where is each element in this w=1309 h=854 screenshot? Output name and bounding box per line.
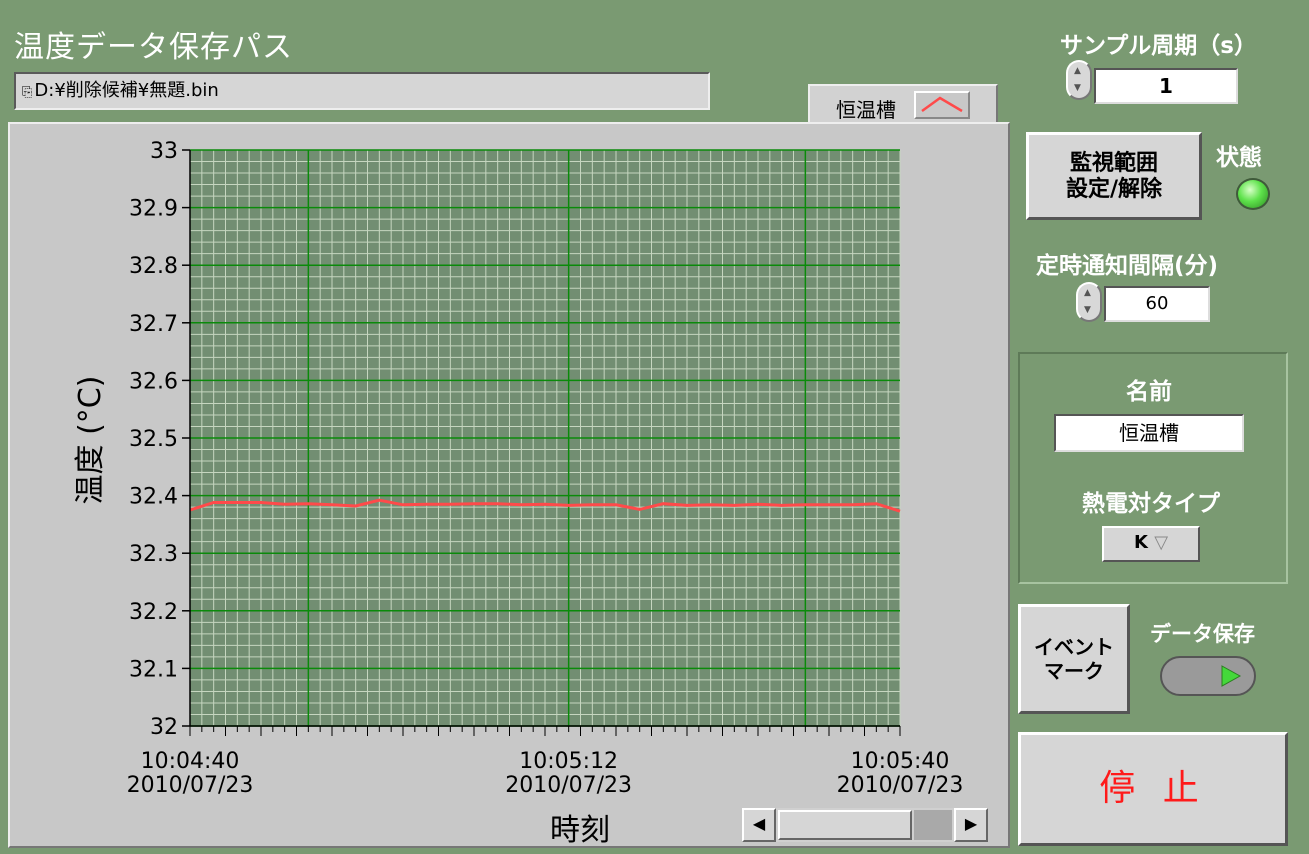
legend-label: 恒温槽: [836, 98, 896, 122]
legend-swatch[interactable]: [914, 91, 970, 119]
y-tick-label: 32.9: [129, 197, 178, 222]
x-axis-label: 時刻: [550, 813, 610, 848]
increment-icon: ▲: [1074, 66, 1081, 76]
monitor-button-line1: 監視範囲: [1069, 151, 1158, 176]
sample-period-label: サンプル周期（s）: [1060, 33, 1257, 59]
notify-interval-label: 定時通知間隔(分): [1036, 253, 1219, 279]
path-icon: ⎘: [22, 85, 33, 100]
play-icon: [1221, 665, 1242, 687]
status-led: [1236, 178, 1270, 210]
path-value: D:¥削除候補¥無題.bin: [34, 80, 219, 101]
y-axis-label: 温度 (°C): [73, 376, 108, 505]
notify-interval-stepper[interactable]: ▲ ▼: [1076, 282, 1102, 322]
temperature-chart: 33 32.9 32.8 32.7 32.6 32.5 32.4 32.3 32.2 32.1 32…: [73, 139, 964, 848]
y-tick-label: 32.1: [129, 657, 178, 682]
scroll-track[interactable]: [914, 810, 952, 840]
data-save-label: データ保存: [1150, 622, 1255, 646]
stop-button-label: 停 止: [1099, 768, 1207, 809]
path-title: 温度データ保存パス: [14, 30, 293, 65]
x-tick-label-time: 10:04:40: [141, 749, 240, 774]
increment-icon: ▲: [1084, 288, 1091, 298]
event-button-line2: マーク: [1044, 659, 1104, 683]
x-tick-label-time: 10:05:12: [519, 749, 618, 774]
monitor-button-line2: 設定/解除: [1065, 177, 1163, 202]
notify-interval-input[interactable]: 60: [1104, 286, 1210, 322]
monitor-range-button[interactable]: 監視範囲 設定/解除: [1026, 132, 1202, 220]
y-tick-label: 32.7: [129, 312, 178, 337]
line-style-icon: [921, 96, 963, 113]
event-button-line1: イベント: [1034, 635, 1114, 659]
decrement-icon: ▼: [1084, 305, 1091, 315]
horizontal-scrollbar[interactable]: ◀ ▶: [742, 808, 988, 842]
scroll-right-button[interactable]: ▶: [954, 808, 988, 842]
thermocouple-type-dropdown[interactable]: K ▽: [1102, 526, 1200, 562]
plot-legend[interactable]: 恒温槽: [808, 84, 998, 126]
stop-button[interactable]: 停 止: [1018, 732, 1288, 846]
decrement-icon: ▼: [1074, 83, 1081, 93]
y-tick-label: 32.3: [129, 542, 178, 567]
y-tick-label: 32.4: [129, 485, 178, 510]
y-tick-label: 32.8: [129, 254, 178, 279]
device-settings-group: 名前 恒温槽 熱電対タイプ K ▽: [1018, 352, 1288, 584]
x-tick-label-date: 2010/07/23: [505, 773, 632, 798]
x-tick-label-date: 2010/07/23: [837, 773, 964, 798]
y-tick-label: 32.6: [129, 369, 178, 394]
x-tick-label-date: 2010/07/23: [127, 773, 254, 798]
event-mark-button[interactable]: イベント マーク: [1018, 604, 1130, 714]
y-tick-label: 32.2: [129, 600, 178, 625]
temperature-series-line: [189, 498, 901, 513]
thermocouple-type-value: K: [1133, 532, 1148, 553]
data-save-toggle[interactable]: [1160, 656, 1256, 696]
thermocouple-type-label: 熱電対タイプ: [1082, 491, 1220, 517]
device-name-label: 名前: [1126, 379, 1172, 405]
sample-period-input[interactable]: 1: [1094, 68, 1238, 104]
y-tick-label: 32: [150, 715, 178, 740]
y-tick-label: 32.5: [129, 427, 178, 452]
dropdown-arrow-icon: ▽: [1154, 532, 1169, 553]
path-field[interactable]: ⎘ D:¥削除候補¥無題.bin: [14, 72, 710, 110]
sample-period-stepper[interactable]: ▲ ▼: [1066, 60, 1092, 100]
status-label: 状態: [1216, 145, 1262, 171]
y-tick-label: 33: [150, 139, 178, 164]
scroll-thumb[interactable]: [778, 810, 912, 840]
x-tick-label-time: 10:05:40: [851, 749, 950, 774]
device-name-input[interactable]: 恒温槽: [1054, 414, 1244, 452]
scroll-left-button[interactable]: ◀: [742, 808, 776, 842]
